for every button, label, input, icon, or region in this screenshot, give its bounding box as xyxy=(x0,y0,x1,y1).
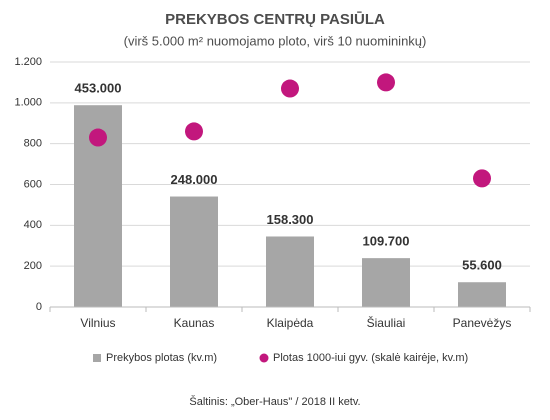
bar xyxy=(170,196,218,307)
x-tick-label: Vilnius xyxy=(80,316,115,330)
y-tick-label: 600 xyxy=(24,178,42,190)
point xyxy=(473,169,491,188)
chart-title: PREKYBOS CENTRŲ PASIŪLA xyxy=(165,11,385,28)
bar xyxy=(266,236,314,307)
y-tick-label: 400 xyxy=(24,219,42,231)
legend-swatch xyxy=(93,354,101,362)
legend-label: Prekybos plotas (kv.m) xyxy=(106,352,217,364)
y-tick-label: 800 xyxy=(24,138,42,150)
bar xyxy=(458,282,506,307)
x-tick-label: Panevėžys xyxy=(453,316,512,330)
bar xyxy=(362,258,410,307)
y-tick-label: 0 xyxy=(36,301,42,313)
point xyxy=(89,128,107,147)
x-tick-label: Klaipėda xyxy=(267,316,314,330)
source: Šaltinis: „Ober-Haus" / 2018 II ketv. xyxy=(189,395,360,408)
point xyxy=(281,79,299,98)
chart-subtitle: (virš 5.000 m² nuomojamo ploto, virš 10 … xyxy=(124,33,427,48)
data-label: 158.300 xyxy=(267,212,314,227)
point xyxy=(185,122,203,141)
point xyxy=(377,73,395,92)
data-label: 109.700 xyxy=(363,234,410,249)
legend-label: Plotas 1000-iui gyv. (skalė kairėje, kv.… xyxy=(273,352,468,364)
y-tick-label: 1.000 xyxy=(14,97,42,109)
y-tick-label: 200 xyxy=(24,260,42,272)
y-tick-label: 1.200 xyxy=(14,56,42,68)
x-tick-label: Šiauliai xyxy=(367,315,406,330)
data-label: 248.000 xyxy=(171,172,218,187)
data-label: 453.000 xyxy=(75,81,122,96)
x-tick-label: Kaunas xyxy=(174,316,215,330)
legend-swatch xyxy=(259,353,269,363)
data-label: 55.600 xyxy=(462,258,502,273)
